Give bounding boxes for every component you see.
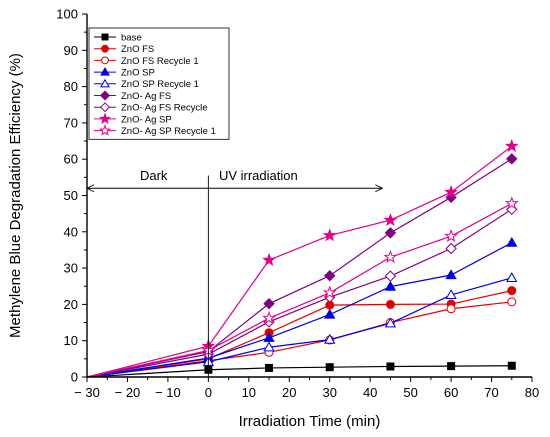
x-tick-label: 40 xyxy=(363,385,377,400)
data-point xyxy=(325,363,334,372)
y-tick-label: 100 xyxy=(56,7,78,22)
data-point xyxy=(504,196,519,210)
legend-item: ZnO SP Recycle 1 xyxy=(94,78,199,90)
data-point xyxy=(444,184,458,199)
data-point xyxy=(507,297,517,307)
legend-label: ZnO- Ag FS xyxy=(121,91,171,102)
data-point xyxy=(263,331,275,342)
x-tick-label: 70 xyxy=(484,385,498,400)
data-point xyxy=(263,341,275,352)
y-tick-label: 40 xyxy=(64,224,78,239)
legend-marker xyxy=(100,78,110,88)
legend-item: ZnO- Ag SP Recycle 1 xyxy=(94,124,216,137)
data-point xyxy=(444,228,458,243)
legend-label: ZnO SP Recycle 1 xyxy=(121,79,199,90)
x-tick-label: − 10 xyxy=(155,385,181,400)
series-6 xyxy=(86,203,518,378)
legend-item: ZnO- Ag FS Recycle xyxy=(94,102,208,114)
data-point xyxy=(446,304,456,314)
data-point xyxy=(385,299,395,309)
data-point xyxy=(262,252,276,266)
annotations: Dark UV irradiation xyxy=(85,168,384,377)
x-tick-label: − 30 xyxy=(74,385,100,400)
y-tick-label: 80 xyxy=(64,79,78,94)
y-tick-label: 90 xyxy=(64,43,78,58)
data-point xyxy=(322,228,337,242)
y-tick-label: 20 xyxy=(64,297,78,312)
x-tick-label: 50 xyxy=(403,385,417,400)
data-point xyxy=(383,249,398,264)
data-point xyxy=(384,280,397,291)
legend-item: ZnO FS Recycle 1 xyxy=(94,56,199,67)
legend-label: ZnO SP xyxy=(121,68,155,79)
data-point xyxy=(504,138,519,152)
legend-marker xyxy=(101,44,109,53)
data-point xyxy=(324,308,336,319)
data-point xyxy=(322,285,337,299)
legend-label: ZnO FS Recycle 1 xyxy=(121,56,199,67)
data-point xyxy=(445,269,457,280)
data-point xyxy=(324,333,336,344)
data-point xyxy=(445,242,457,255)
y-tick-label: 70 xyxy=(64,115,78,130)
legend-item: ZnO- Ag FS xyxy=(94,90,171,102)
data-point xyxy=(386,362,395,371)
x-tick-label: 10 xyxy=(242,385,256,400)
y-tick-label: 60 xyxy=(64,152,78,167)
data-point xyxy=(445,289,457,300)
x-tick-label: 30 xyxy=(322,385,336,400)
annotation-label: UV irradiation xyxy=(219,168,298,183)
y-tick-label: 30 xyxy=(64,261,78,276)
legend-marker xyxy=(100,90,110,101)
x-tick-label: 80 xyxy=(525,385,539,400)
data-point xyxy=(384,227,397,239)
x-tick-label: 20 xyxy=(282,385,296,400)
y-tick-label: 50 xyxy=(64,188,78,203)
x-tick-label: − 20 xyxy=(115,385,141,400)
legend-item: ZnO SP xyxy=(94,67,155,79)
x-tick-label: 0 xyxy=(205,385,212,400)
annotation-label: Dark xyxy=(140,168,168,183)
axes: − 30 − 20 − 10 0 10 20 30 40 50 60 70 80 0 10 20 30 40 50… xyxy=(56,7,539,401)
data-point xyxy=(507,286,517,296)
legend-label: base xyxy=(121,32,142,43)
y-tick-label: 0 xyxy=(71,370,78,385)
data-point xyxy=(506,153,518,165)
data-point xyxy=(263,297,275,310)
legend-label: ZnO- Ag SP Recycle 1 xyxy=(121,126,216,137)
legend-marker xyxy=(98,124,112,136)
data-point xyxy=(324,270,336,282)
series-8 xyxy=(86,196,519,378)
legend-label: ZnO- Ag SP xyxy=(121,114,172,125)
legend-marker xyxy=(101,33,109,41)
data-point xyxy=(506,236,518,247)
legend-item: base xyxy=(94,32,142,43)
data-point xyxy=(506,272,518,283)
legend-marker xyxy=(101,56,109,65)
legend-label: ZnO- Ag FS Recycle xyxy=(121,103,208,114)
x-axis-title: Irradiation Time (min) xyxy=(239,413,381,430)
x-tick-label: 60 xyxy=(444,385,458,400)
legend-marker xyxy=(98,112,112,125)
data-point xyxy=(384,317,397,328)
data-point xyxy=(384,270,397,282)
y-axis-title: Methylene Blue Degradation Efficiency (%… xyxy=(7,53,24,338)
legend-item: ZnO- Ag SP xyxy=(94,112,172,125)
legend-label: ZnO FS xyxy=(121,44,154,55)
legend-item: ZnO FS xyxy=(94,44,154,55)
arrow-head-icon xyxy=(375,184,384,193)
legend-marker xyxy=(100,102,110,113)
data-point xyxy=(447,362,456,371)
y-tick-label: 10 xyxy=(64,333,78,348)
legend-marker xyxy=(100,67,110,76)
data-point xyxy=(383,212,398,227)
data-point xyxy=(265,363,274,372)
data-point xyxy=(262,310,276,325)
data-point xyxy=(507,361,516,370)
